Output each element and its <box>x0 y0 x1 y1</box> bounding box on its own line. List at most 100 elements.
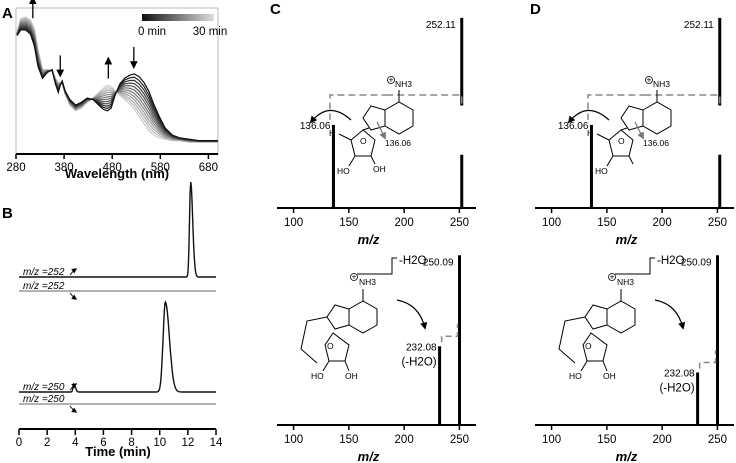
C-bottom-nh3-label: NH3 <box>359 277 376 287</box>
D-top-charge-icon <box>645 76 653 84</box>
C-bottom-parent-label: 250.09 <box>423 257 454 268</box>
C-bottom-loss-bracket <box>357 257 397 275</box>
D-bottom-x-label: m/z <box>616 449 638 463</box>
C-bottom-c2-bond <box>344 360 350 372</box>
trace-direction-icon-2 <box>69 383 78 391</box>
trace-label-3: m/z =250 <box>23 394 65 405</box>
D-top-cleavage-arrow <box>634 121 644 140</box>
C-bottom-c3-bond <box>322 360 330 372</box>
D-top-pyrimidine-ring <box>642 101 672 135</box>
C-bottom-charge-plus: + <box>352 272 357 282</box>
spectrum-curve-10 <box>16 17 218 143</box>
D-top-dashed-bracket-right <box>646 94 721 104</box>
trace-direction-icon-0 <box>69 268 78 276</box>
D-top-imidazole-ring <box>620 105 644 131</box>
C-bottom-loss-label: -H2O <box>399 255 427 267</box>
C-bottom-bridge <box>300 316 328 364</box>
D-bottom-tick-label-150: 150 <box>597 434 616 446</box>
spectrum-curve-9 <box>16 18 218 143</box>
spectrum-curve-1 <box>16 28 218 142</box>
D-bottom-oh-label: OH <box>603 371 616 381</box>
C-bottom-ring-oxygen: O <box>327 341 334 351</box>
C-top-imidazole-ring <box>362 105 386 131</box>
D-top-x-label: m/z <box>616 232 638 247</box>
C-top-cleavage-label: 136.06 <box>385 138 411 148</box>
panel-label-d: D <box>530 1 541 18</box>
D-bottom-bridge <box>558 316 586 364</box>
b-tick-label-6: 6 <box>100 437 106 449</box>
panel-a-legend-end: 30 min <box>193 26 228 38</box>
D-bottom-c3-bond <box>580 360 588 372</box>
C-bottom-x-label: m/z <box>358 449 380 463</box>
panel-a-frame <box>15 7 219 155</box>
a-tick-label-580: 580 <box>151 162 170 174</box>
D-bottom-ring-oxygen: O <box>585 341 592 351</box>
D-bottom-tick-label-200: 200 <box>653 434 672 446</box>
C-bottom-charge-icon <box>350 273 358 281</box>
C-top-parent-label: 252.11 <box>426 20 456 31</box>
panel-a-change-arrows <box>28 0 138 79</box>
C-top-c5-h: H <box>329 128 335 138</box>
D-top-ring-oxygen: O <box>618 136 625 146</box>
C-top-nh3-label: NH3 <box>395 79 412 89</box>
D-bottom-c2-bond <box>602 360 608 372</box>
C-bottom-loss-arrow <box>396 299 428 330</box>
C-top-tick-label-250: 250 <box>450 217 469 229</box>
D-top-c5-h: H <box>587 128 593 138</box>
C-bottom-sugar-ring <box>324 332 350 362</box>
C-top-tick-label-100: 100 <box>284 217 303 229</box>
C-top-tick-label-150: 150 <box>339 217 358 229</box>
D-top-tick-label-250: 250 <box>708 217 727 229</box>
C-bottom-ho-label: HO <box>311 371 324 381</box>
spectrum-curve-0 <box>16 29 218 142</box>
spectrum-D-top: 100 150 200 250 m/z 252.11 136.06 NH3+ O H HO 136.0… <box>535 17 734 247</box>
chromatogram-trace-2 <box>19 300 216 393</box>
D-bottom-charge-icon <box>608 273 616 281</box>
panel-label-c: C <box>270 1 281 18</box>
C-top-c2-bond <box>370 155 376 165</box>
C-top-c5-bond <box>338 133 352 141</box>
C-bottom-pyrimidine-ring <box>348 300 378 334</box>
panel-a-x-label: Wavelength (nm) <box>65 166 169 181</box>
C-top-x-label: m/z <box>358 232 380 247</box>
D-top-fragment-label: 136.06 <box>558 121 589 132</box>
C-top-charge-plus: + <box>389 75 394 85</box>
D-bottom-ho-label: HO <box>569 371 582 381</box>
spectrum-curve-3 <box>16 25 218 142</box>
trace-label-1: m/z =252 <box>23 281 65 292</box>
spectrum-curve-8 <box>16 19 218 143</box>
D-bottom-nh3-label: NH3 <box>617 277 634 287</box>
trace-label-0: m/z =252 <box>23 267 65 278</box>
spectrum-curve-2 <box>16 26 218 142</box>
b-tick-label-0: 0 <box>16 437 22 449</box>
D-top-ho-label: HO <box>595 166 608 176</box>
b-tick-label-4: 4 <box>72 437 79 449</box>
b-tick-label-14: 14 <box>210 437 223 449</box>
C-bottom-tick-label-150: 150 <box>339 434 358 446</box>
a-tick-label-480: 480 <box>103 162 122 174</box>
D-top-dashed-bracket-left <box>587 94 647 120</box>
panel-a-spectra <box>16 16 218 143</box>
b-tick-label-8: 8 <box>128 437 134 449</box>
C-top-ho-label: HO <box>337 166 350 176</box>
D-top-c2-bond <box>628 155 634 165</box>
panel-label-b: B <box>2 205 13 222</box>
D-bottom-charge-plus: + <box>610 272 615 282</box>
D-top-tick-label-200: 200 <box>653 217 672 229</box>
D-top-sugar-ring <box>608 129 634 157</box>
C-bottom-tick-label-250: 250 <box>450 434 469 446</box>
spectrum-curve-11 <box>16 16 218 143</box>
spectrum-curve-5 <box>16 23 218 142</box>
panel-a-x-ticks: 280 380 480 580 680 <box>6 154 218 174</box>
trace-direction-icon-3 <box>69 405 78 413</box>
C-bottom-imidazole-ring <box>326 304 350 330</box>
C-top-fragment-label: 136.06 <box>300 121 331 132</box>
C-top-cleavage-arrow <box>376 121 386 140</box>
spectrum-curve-7 <box>16 21 218 143</box>
C-bottom-tick-label-100: 100 <box>284 434 303 446</box>
D-top-tick-label-150: 150 <box>597 217 616 229</box>
a-tick-label-380: 380 <box>55 162 74 174</box>
